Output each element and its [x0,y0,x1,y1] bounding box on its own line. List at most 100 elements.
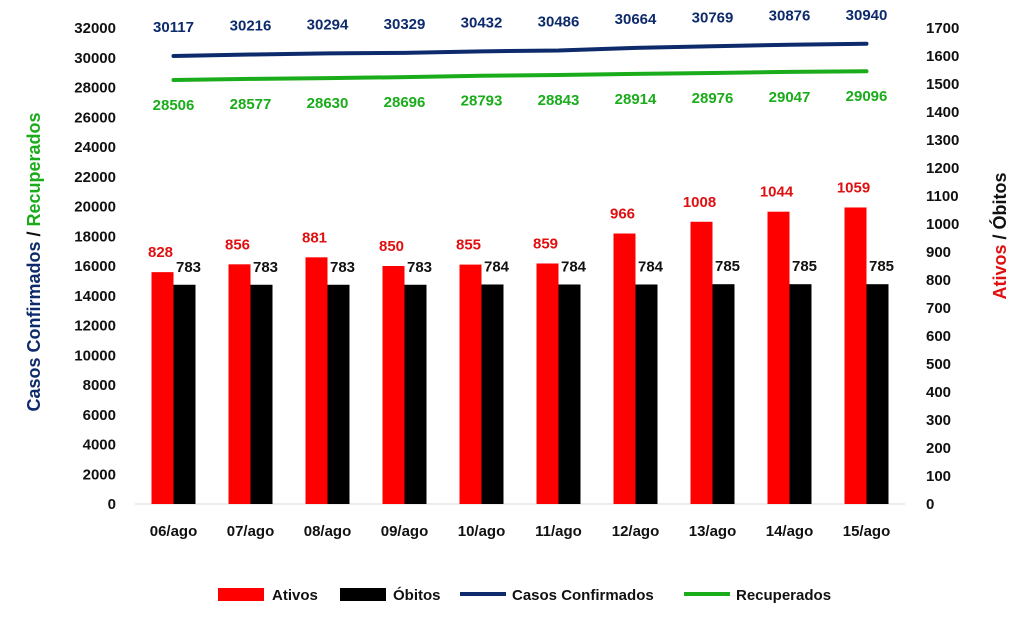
left-axis-tick-label: 10000 [74,347,116,364]
legend-item-obitos: Óbitos [340,586,441,604]
right-axis-title-part1: Ativos [990,245,1010,300]
data-label-obitos: 783 [330,259,355,276]
right-axis-tick-label: 900 [926,244,951,261]
bar-ativos [228,264,251,504]
right-axis-tick-label: 100 [926,468,951,485]
bar-ativos [382,266,405,504]
data-label-casos-confirmados: 30432 [461,14,503,31]
data-label-ativos: 855 [456,237,481,254]
data-label-recuperados: 28914 [615,91,657,108]
data-label-recuperados: 29047 [769,89,811,106]
legend-label-ativos: Ativos [272,587,318,604]
right-axis-tick-label: 600 [926,328,951,345]
bar-obitos [635,284,658,504]
left-axis-title-separator: / [24,226,44,241]
data-label-recuperados: 29096 [846,88,888,105]
data-label-casos-confirmados: 30329 [384,16,426,33]
data-label-casos-confirmados: 30769 [692,9,734,26]
data-label-recuperados: 28630 [307,95,349,112]
data-label-recuperados: 28843 [538,92,580,109]
data-label-ativos: 859 [533,235,558,252]
legend-swatch-obitos [340,588,386,601]
data-label-ativos: 1044 [760,184,794,201]
data-label-obitos: 785 [792,258,817,275]
bar-obitos [866,284,889,504]
right-axis-tick-label: 300 [926,412,951,429]
data-label-recuperados: 28696 [384,94,426,111]
left-axis-tick-label: 12000 [74,318,116,335]
data-label-ativos: 966 [610,206,635,223]
bar-ativos [844,207,867,505]
data-label-recuperados: 28506 [153,97,195,114]
data-label-casos-confirmados: 30294 [307,16,349,33]
bar-ativos [151,272,174,504]
right-axis-title: Ativos / Óbitos [989,172,1010,299]
right-axis-tick-label: 1200 [926,160,959,177]
bar-obitos [558,284,581,504]
right-axis-tick-label: 800 [926,272,951,289]
left-axis-tick-label: 20000 [74,199,116,216]
axes-group: 0200040006000800010000120001400016000180… [74,20,959,540]
left-axis-tick-label: 16000 [74,258,116,275]
data-label-casos-confirmados: 30216 [230,18,272,35]
x-axis-tick-label: 11/ago [535,523,582,540]
left-axis-title-part2: Recuperados [24,112,44,226]
data-label-casos-confirmados: 30117 [153,19,194,36]
data-label-obitos: 783 [253,259,278,276]
line-recuperados [171,69,869,82]
right-axis-tick-label: 1300 [926,132,959,149]
right-axis-title-separator: / [990,229,1010,244]
right-axis-tick-label: 1600 [926,48,959,65]
bar-obitos [712,284,735,504]
bar-ativos [767,211,790,504]
left-axis-tick-label: 14000 [74,288,116,305]
legend: Ativos Óbitos Casos Confirmados Recupera… [218,586,831,604]
data-label-obitos: 785 [869,258,894,275]
data-label-obitos: 783 [176,259,201,276]
data-label-obitos: 785 [715,258,740,275]
bar-ativos [459,264,482,504]
right-axis-tick-label: 1000 [926,216,959,233]
bar-ativos [690,221,713,504]
left-axis-tick-label: 8000 [83,377,116,394]
data-label-obitos: 784 [561,258,587,275]
data-label-ativos: 881 [302,229,327,246]
x-axis-tick-label: 07/ago [227,523,275,540]
data-label-obitos: 784 [638,258,664,275]
bar-obitos [481,284,504,504]
lines-group [171,41,869,82]
left-axis-title-part1: Casos Confirmados [24,242,44,412]
data-label-casos-confirmados: 30486 [538,14,580,31]
right-axis-tick-label: 1100 [926,188,959,205]
bar-ativos [305,257,328,504]
x-axis-tick-label: 09/ago [381,523,429,540]
x-axis-tick-label: 13/ago [689,523,737,540]
bar-obitos [789,284,812,504]
bar-ativos [613,233,636,504]
left-axis-tick-label: 30000 [74,50,116,67]
right-axis-tick-label: 0 [926,496,934,513]
data-label-casos-confirmados: 30876 [769,8,811,25]
legend-label-recuperados: Recuperados [736,587,831,604]
data-label-ativos: 856 [225,236,250,253]
bar-obitos [327,284,350,504]
right-axis-tick-label: 1400 [926,104,959,121]
legend-label-casos-confirmados: Casos Confirmados [512,587,654,604]
left-axis-tick-label: 32000 [74,20,116,37]
data-label-ativos: 850 [379,238,404,255]
bar-obitos [173,284,196,504]
right-axis-tick-label: 700 [926,300,951,317]
x-axis-tick-label: 12/ago [612,523,660,540]
legend-item-recuperados: Recuperados [684,587,831,604]
data-label-ativos: 1059 [837,179,870,196]
right-axis-tick-label: 200 [926,440,951,457]
left-axis-tick-label: 26000 [74,109,116,126]
data-label-recuperados: 28976 [692,90,734,107]
bar-ativos [536,263,559,504]
bar-obitos [250,284,273,504]
x-axis-tick-label: 08/ago [304,523,352,540]
left-axis-tick-label: 4000 [83,437,116,454]
data-label-obitos: 784 [484,258,510,275]
